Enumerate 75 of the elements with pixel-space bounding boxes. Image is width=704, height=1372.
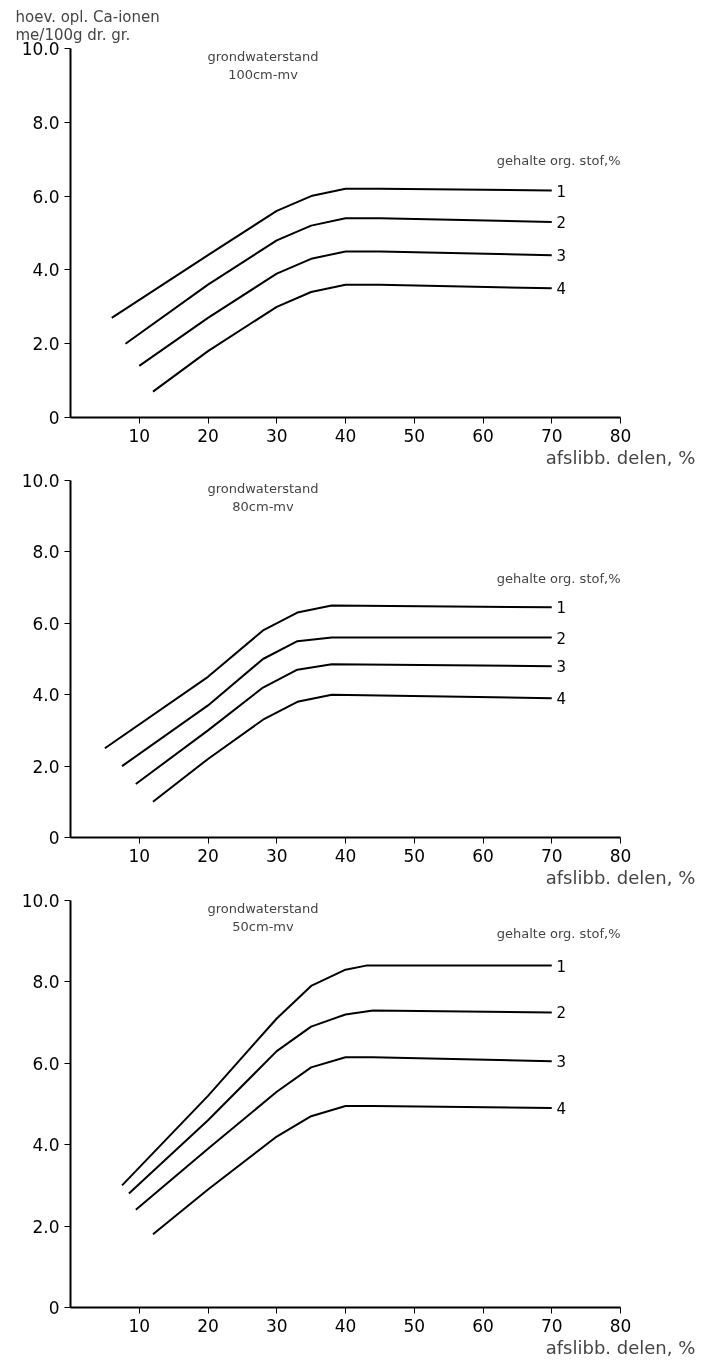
x-axis-title: afslibb. delen, % [545, 1336, 696, 1358]
line-series [152, 283, 553, 393]
y-tick-label: 4.0 [32, 260, 60, 281]
x-tick-label: 10 [128, 425, 151, 446]
legend-title: gehalte org. stof,% [496, 926, 621, 942]
x-tick-label: 20 [197, 845, 219, 866]
line-series [152, 693, 553, 803]
x-tick-label: 20 [197, 425, 219, 446]
x-tick-label: 70 [540, 1315, 563, 1336]
y-tick-label: 4.0 [32, 685, 60, 706]
y-tick-label: 0 [48, 408, 60, 428]
line-series [121, 964, 553, 1187]
y-tick-label: 2.0 [32, 1216, 60, 1237]
x-tick-label: 10 [128, 1315, 151, 1336]
line-series [121, 636, 553, 768]
x-tick-label: 80 [609, 1315, 632, 1336]
line-series [138, 250, 553, 367]
x-tick-label: 60 [472, 845, 494, 866]
series-label: 2 [556, 213, 567, 232]
series-label: 2 [556, 1004, 567, 1023]
x-tick-label: 40 [334, 1315, 357, 1336]
x-tick-label: 80 [609, 425, 632, 446]
x-axis-title: afslibb. delen, % [545, 866, 696, 888]
x-tick-label: 70 [540, 845, 563, 866]
x-tick-label: 30 [265, 425, 288, 446]
x-tick-label: 30 [265, 1315, 288, 1336]
y-tick-label: 0 [48, 1298, 60, 1318]
legend-title: gehalte org. stof,% [496, 153, 621, 169]
y-tick-label: 6.0 [32, 613, 60, 634]
x-tick-label: 70 [540, 425, 563, 446]
y-tick-label: 8.0 [32, 112, 60, 133]
y-axis-title: hoev. opl. Ca-ionen me/100g dr. gr. [15, 7, 160, 44]
text: grondwaterstand 80cm-mv [207, 480, 319, 514]
series-label: 3 [556, 247, 567, 266]
line-series [127, 1009, 553, 1195]
series-label: 4 [556, 280, 567, 299]
line-series [110, 187, 553, 319]
y-tick-label: 6.0 [32, 1053, 60, 1074]
series-label: 4 [556, 1100, 567, 1119]
x-tick-label: 30 [265, 845, 288, 866]
series-label: 1 [556, 957, 567, 976]
series-label: 1 [556, 182, 567, 201]
y-tick-label: 8.0 [32, 972, 60, 993]
x-axis-title: afslibb. delen, % [545, 446, 696, 468]
x-tick-label: 50 [403, 1315, 426, 1336]
y-tick-label: 8.0 [32, 542, 60, 563]
line-series [124, 217, 553, 345]
x-tick-label: 60 [472, 1315, 494, 1336]
series-label: 3 [556, 658, 567, 677]
x-tick-label: 20 [197, 1315, 219, 1336]
x-tick-label: 10 [128, 845, 151, 866]
text: grondwaterstand 100cm-mv [207, 48, 319, 82]
y-tick-label: 6.0 [32, 186, 60, 207]
x-tick-label: 50 [403, 425, 426, 446]
series-label: 1 [556, 599, 567, 618]
y-tick-label: 2.0 [32, 756, 60, 777]
x-tick-label: 80 [609, 845, 632, 866]
y-tick-label: 10.0 [21, 891, 60, 911]
y-tick-label: 4.0 [32, 1135, 60, 1156]
x-tick-label: 50 [403, 845, 426, 866]
line-series [134, 663, 553, 785]
y-tick-label: 2.0 [32, 334, 60, 355]
y-tick-label: 0 [48, 828, 60, 848]
x-tick-label: 40 [334, 845, 357, 866]
x-tick-label: 40 [334, 425, 357, 446]
line-series [152, 1105, 553, 1236]
series-label: 4 [556, 690, 567, 709]
series-label: 2 [556, 629, 567, 648]
x-tick-label: 60 [472, 425, 494, 446]
series-label: 3 [556, 1053, 567, 1072]
y-tick-label: 10.0 [21, 471, 60, 491]
line-series [134, 1056, 553, 1211]
line-series [103, 604, 553, 750]
text: grondwaterstand 50cm-mv [207, 900, 319, 934]
legend-title: gehalte org. stof,% [496, 570, 621, 586]
